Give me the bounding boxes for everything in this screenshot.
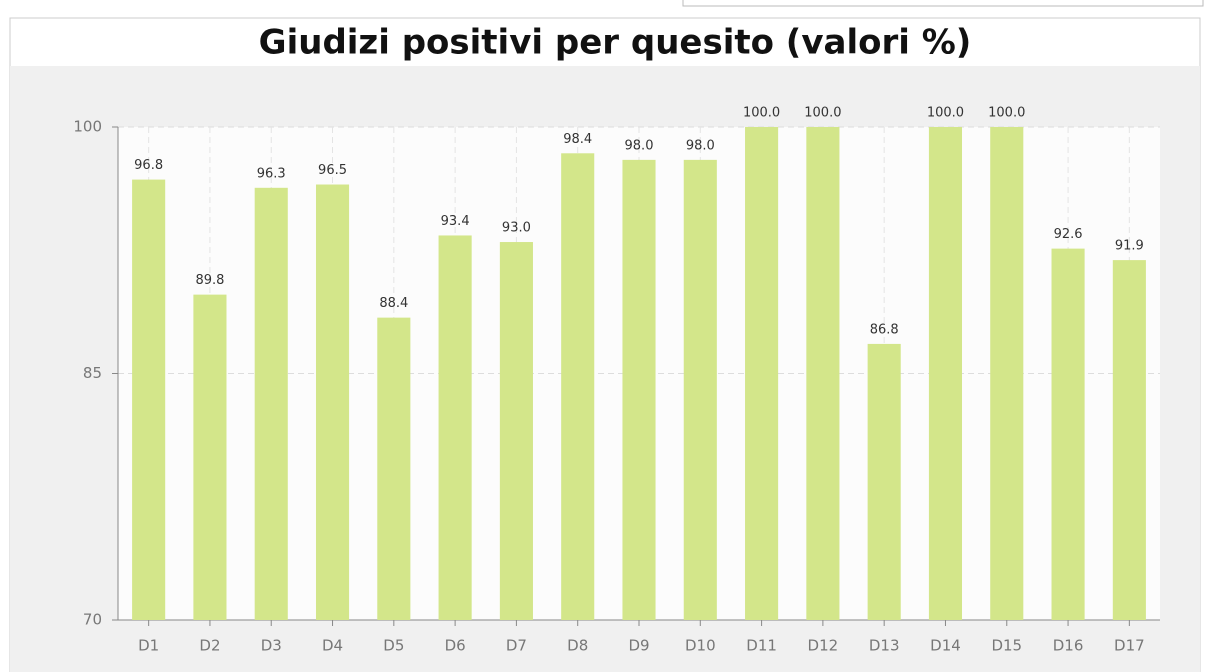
y-tick-label: 100 [73, 118, 102, 136]
value-label: 100.0 [927, 106, 964, 121]
x-tick-label: D7 [506, 637, 527, 655]
x-tick-label: D3 [261, 637, 282, 655]
bar [193, 294, 227, 620]
value-label: 91.9 [1115, 239, 1144, 254]
bar [622, 159, 656, 620]
value-label: 89.8 [195, 273, 224, 288]
x-tick-label: D12 [808, 637, 839, 655]
value-label: 98.0 [686, 138, 715, 153]
value-label: 100.0 [804, 106, 841, 121]
x-tick-label: D15 [991, 637, 1022, 655]
y-tick-label: 85 [83, 364, 102, 382]
x-tick-label: D4 [322, 637, 343, 655]
bar [990, 127, 1024, 620]
x-tick-label: D5 [383, 637, 404, 655]
bar [806, 127, 840, 620]
chart-title: Giudizi positivi per quesito (valori %) [259, 23, 972, 63]
bar [438, 235, 472, 620]
value-label: 98.0 [625, 138, 654, 153]
value-label: 88.4 [379, 296, 408, 311]
value-label: 92.6 [1054, 227, 1083, 242]
bar [132, 179, 166, 620]
bar [928, 127, 963, 620]
value-label: 96.5 [318, 163, 347, 178]
bar [254, 187, 288, 620]
value-label: 93.4 [441, 214, 470, 229]
value-label: 100.0 [988, 106, 1025, 121]
bar [867, 343, 901, 620]
x-tick-label: D9 [628, 637, 649, 655]
y-tick-label: 70 [83, 611, 102, 629]
value-label: 86.8 [870, 322, 899, 337]
bar [561, 153, 595, 620]
value-label: 98.4 [563, 132, 592, 147]
bar [315, 184, 350, 620]
x-tick-label: D2 [199, 637, 220, 655]
x-tick-label: D14 [930, 637, 961, 655]
value-label: 100.0 [743, 106, 780, 121]
x-tick-label: D16 [1053, 637, 1084, 655]
partial-box [682, 0, 1204, 7]
x-tick-label: D8 [567, 637, 588, 655]
bar [683, 159, 717, 620]
bar [1051, 248, 1085, 620]
x-tick-label: D1 [138, 637, 159, 655]
bar [377, 317, 411, 620]
x-tick-label: D6 [445, 637, 466, 655]
value-label: 96.3 [257, 166, 286, 181]
x-tick-label: D10 [685, 637, 716, 655]
bar [745, 127, 779, 620]
bar [499, 242, 533, 621]
bar [1112, 260, 1146, 620]
value-label: 93.0 [502, 221, 531, 236]
x-tick-label: D13 [869, 637, 900, 655]
x-tick-label: D11 [746, 637, 777, 655]
x-tick-label: D17 [1114, 637, 1145, 655]
value-label: 96.8 [134, 158, 163, 173]
